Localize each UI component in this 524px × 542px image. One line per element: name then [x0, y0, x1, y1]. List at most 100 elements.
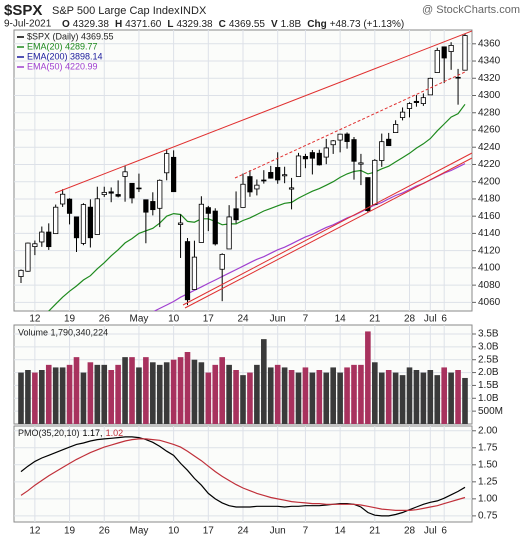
candle-body	[129, 182, 135, 199]
x-tick-label: 24	[237, 526, 249, 537]
candle-body	[434, 49, 440, 73]
candle-body	[420, 97, 426, 104]
candle-body	[184, 241, 191, 301]
volume-bar	[73, 357, 80, 424]
y-tick-label: 2.5B	[478, 354, 499, 365]
x-tick-label: 26	[99, 314, 111, 325]
quote-label: O	[62, 19, 70, 30]
volume-bar	[261, 339, 267, 424]
candle-body	[337, 133, 343, 141]
volume-bar	[39, 370, 45, 424]
volume-bar	[136, 367, 142, 424]
y-tick-label: 1.50	[478, 459, 498, 470]
y-tick-label: 4340	[478, 56, 501, 67]
candle-body	[344, 133, 350, 142]
y-tick-label: 1.0B	[478, 393, 499, 404]
candle-body	[177, 222, 184, 225]
candle-body	[330, 140, 336, 146]
candle-body	[309, 152, 315, 159]
y-tick-label: 4100	[478, 263, 501, 274]
candle-body	[212, 210, 218, 245]
candle-body	[275, 167, 281, 181]
volume-bar	[351, 364, 357, 424]
trend-line	[184, 157, 472, 309]
quote-value: 1.8B	[281, 19, 302, 30]
volume-bar	[101, 364, 108, 424]
volume-bar	[177, 357, 184, 424]
volume-bar	[441, 367, 447, 424]
candle-body	[157, 179, 163, 209]
volume-bar	[330, 367, 336, 424]
quote-label: V	[271, 19, 278, 30]
volume-bar	[45, 364, 52, 424]
volume-bar	[66, 364, 73, 424]
panel-title: PMO(35,20,10) 1.17, 1.02	[18, 428, 123, 438]
candle-body	[254, 184, 260, 190]
x-tick-label: 7	[303, 526, 309, 537]
candle-body	[247, 176, 253, 193]
volume-bar	[94, 364, 101, 424]
volume-bar	[344, 367, 350, 424]
quote-value: 4329.38	[73, 19, 110, 30]
x-tick-label: Jul	[424, 314, 437, 325]
volume-bar	[295, 372, 302, 424]
volume-bar	[281, 367, 288, 424]
symbol: $SPX	[4, 2, 42, 19]
candle-body	[441, 46, 447, 59]
candle-body	[164, 153, 170, 174]
candle-body	[295, 155, 302, 177]
volume-bar	[448, 372, 454, 424]
candle-body	[191, 256, 198, 290]
volume-bar	[406, 367, 413, 424]
y-tick-label: 4060	[478, 297, 501, 308]
x-tick-label: 17	[203, 526, 215, 537]
candle-body	[101, 191, 107, 196]
indicator-name: PMO(35,20,10)	[18, 428, 80, 438]
date: 9-Jul-2021	[4, 19, 52, 30]
quote-value: 4329.38	[176, 19, 213, 30]
y-tick-label: 3.5B	[478, 329, 499, 340]
volume-bar	[184, 352, 191, 424]
x-tick-label: 12	[29, 314, 41, 325]
plot-area	[18, 331, 468, 424]
candle-body	[39, 231, 45, 243]
volume-bar	[323, 372, 330, 424]
x-tick-label: 26	[99, 526, 111, 537]
candle-body	[282, 174, 288, 177]
volume-bar	[316, 370, 323, 424]
legend-label: EMA(200) 3898.14	[27, 51, 103, 61]
candle-body	[73, 216, 80, 239]
candle-body	[261, 179, 267, 182]
volume-bar	[80, 372, 87, 424]
candle-body	[399, 111, 406, 118]
y-tick-label: 1.25	[478, 476, 498, 487]
quote-label: C	[219, 19, 226, 30]
candle-body	[226, 216, 232, 250]
x-tick-label: 17	[203, 314, 215, 325]
candle-body	[413, 100, 420, 103]
y-tick-label: 2.0B	[478, 367, 499, 378]
x-tick-label: 10	[168, 314, 180, 325]
y-tick-label: 4240	[478, 142, 501, 153]
plot-area	[20, 436, 466, 517]
volume-bar	[233, 370, 239, 424]
volume-bar	[302, 367, 309, 424]
candle-body	[351, 139, 357, 162]
candle-body	[365, 177, 371, 212]
volume-bar	[267, 367, 274, 424]
legend-label: EMA(50) 4220.99	[27, 61, 98, 71]
y-tick-label: 4320	[478, 73, 501, 84]
candle-body	[302, 156, 309, 160]
x-tick-label: 6	[441, 526, 447, 537]
volume-bar	[156, 364, 163, 424]
x-tick-label: 21	[369, 526, 381, 537]
volume-bar	[143, 357, 149, 424]
volume-bar	[59, 367, 66, 424]
trend-line	[182, 152, 472, 306]
x-tick-label: 14	[335, 526, 347, 537]
candle-body	[372, 159, 378, 206]
candle-body	[60, 193, 66, 205]
